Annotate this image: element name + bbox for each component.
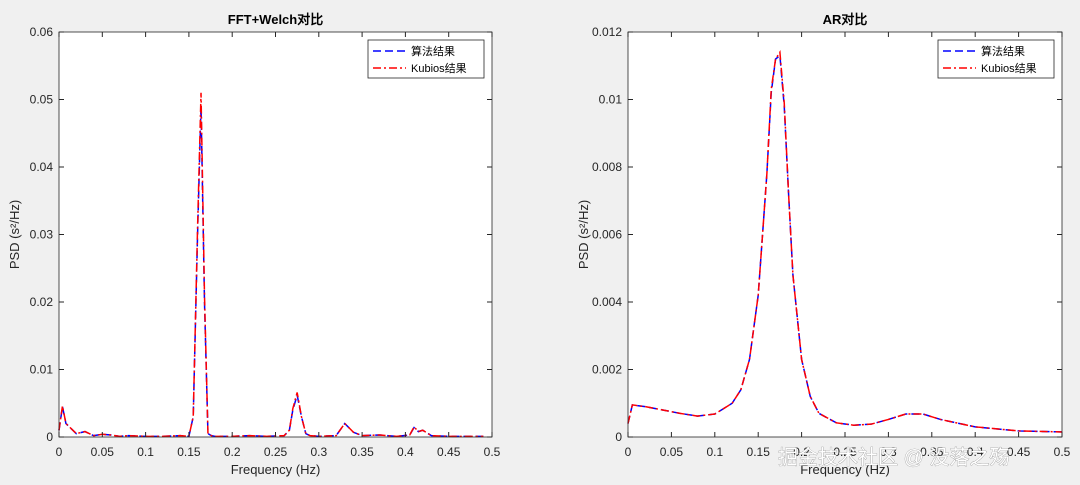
y-tick-label: 0.012 [592, 25, 622, 39]
x-axis-label: Frequency (Hz) [800, 462, 890, 477]
legend-label: 算法结果 [411, 44, 455, 58]
x-tick-label: 0.05 [91, 445, 115, 459]
legend-label: 算法结果 [981, 44, 1025, 58]
y-tick-label: 0 [46, 430, 53, 444]
x-tick-label: 0 [56, 445, 63, 459]
x-tick-label: 0.15 [747, 445, 771, 459]
chart-title: AR对比 [823, 12, 868, 27]
x-tick-label: 0.45 [437, 445, 461, 459]
y-tick-label: 0.02 [30, 295, 54, 309]
y-tick-label: 0.008 [592, 160, 622, 174]
chart-title: FFT+Welch对比 [228, 12, 323, 27]
x-tick-label: 0.25 [264, 445, 288, 459]
x-tick-label: 0.4 [967, 445, 984, 459]
plot-area [59, 32, 492, 437]
y-axis-label: PSD (s²/Hz) [7, 200, 22, 269]
y-tick-label: 0.01 [599, 93, 623, 107]
x-tick-label: 0.05 [660, 445, 684, 459]
legend-label: Kubios结果 [981, 62, 1037, 75]
y-tick-label: 0.004 [592, 295, 622, 309]
y-tick-label: 0 [615, 430, 622, 444]
x-tick-label: 0.1 [137, 445, 154, 459]
x-tick-label: 0.2 [224, 445, 241, 459]
y-tick-label: 0.05 [30, 93, 54, 107]
y-tick-label: 0.03 [30, 228, 54, 242]
x-tick-label: 0.35 [920, 445, 944, 459]
y-tick-label: 0.002 [592, 363, 622, 377]
x-tick-label: 0.15 [177, 445, 201, 459]
x-tick-label: 0.5 [1054, 445, 1071, 459]
x-tick-label: 0.25 [833, 445, 857, 459]
x-tick-label: 0.5 [484, 445, 501, 459]
x-tick-label: 0 [625, 445, 632, 459]
x-tick-label: 0.4 [397, 445, 414, 459]
watermark: 掘金技术社区 @ 没落之殇 [778, 446, 1009, 469]
y-axis-label: PSD (s²/Hz) [576, 200, 591, 269]
plot-area [628, 32, 1062, 437]
y-tick-label: 0.06 [30, 25, 54, 39]
x-tick-label: 0.3 [880, 445, 897, 459]
x-tick-label: 0.3 [310, 445, 327, 459]
x-tick-label: 0.35 [350, 445, 374, 459]
y-tick-label: 0.01 [30, 363, 54, 377]
legend-box [937, 39, 1055, 79]
x-tick-label: 0.2 [793, 445, 810, 459]
y-tick-label: 0.04 [30, 160, 54, 174]
x-axis-label: Frequency (Hz) [231, 462, 321, 477]
legend-box [367, 39, 485, 79]
x-tick-label: 0.45 [1007, 445, 1031, 459]
legend-label: Kubios结果 [411, 62, 467, 75]
y-tick-label: 0.006 [592, 228, 622, 242]
series-line [58, 92, 484, 438]
x-tick-label: 0.1 [706, 445, 723, 459]
series-line [627, 49, 1063, 433]
